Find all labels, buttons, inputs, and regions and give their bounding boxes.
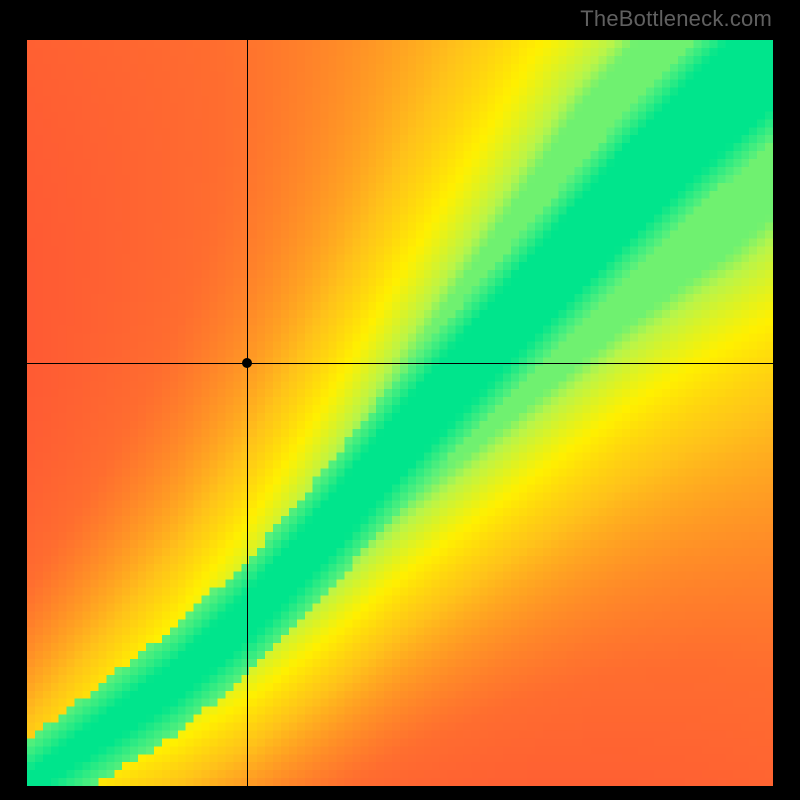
marker-dot bbox=[242, 358, 252, 368]
watermark-text: TheBottleneck.com bbox=[580, 6, 772, 32]
heatmap-chart bbox=[27, 40, 773, 786]
crosshair-horizontal bbox=[27, 363, 773, 364]
heatmap-canvas bbox=[27, 40, 773, 786]
crosshair-vertical bbox=[247, 40, 248, 786]
